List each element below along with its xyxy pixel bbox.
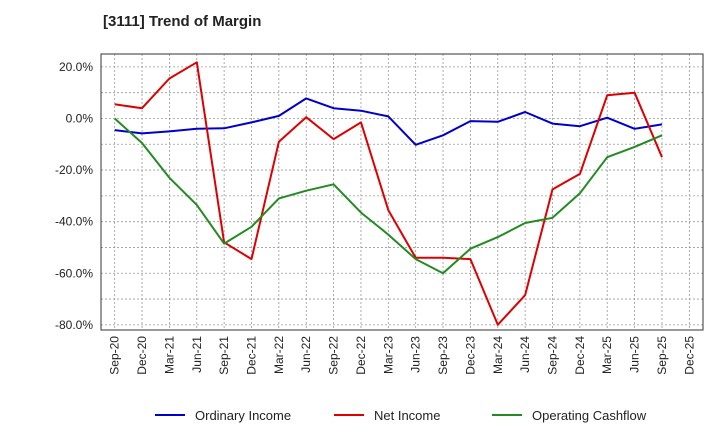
legend-item-ordinary-income: Ordinary Income xyxy=(155,408,291,423)
operating-cashflow-line xyxy=(114,117,663,275)
x-tick-label: Jun-23 xyxy=(409,336,423,373)
y-tick-label: 0.0% xyxy=(66,111,94,125)
y-tick-label: -40.0% xyxy=(55,215,93,229)
x-tick-label: Mar-22 xyxy=(272,336,286,374)
x-tick-label: Jun-21 xyxy=(190,336,204,373)
x-tick-label: Dec-22 xyxy=(354,336,368,375)
y-tick-label: 20.0% xyxy=(59,60,93,74)
x-tick-label: Dec-23 xyxy=(463,336,477,375)
legend-label: Ordinary Income xyxy=(195,408,291,423)
x-tick-label: Mar-25 xyxy=(600,336,614,374)
x-tick-label: Jun-22 xyxy=(299,336,313,373)
legend-item-net-income: Net Income xyxy=(334,408,440,423)
chart-title: [3111] Trend of Margin xyxy=(103,13,262,30)
x-tick-label: Sep-25 xyxy=(655,336,669,375)
x-tick-label: Dec-25 xyxy=(682,336,696,375)
series-lines xyxy=(114,61,663,326)
x-tick-label: Mar-21 xyxy=(162,336,176,374)
x-tick-label: Sep-24 xyxy=(546,336,560,375)
x-tick-label: Dec-20 xyxy=(135,336,149,375)
gridlines xyxy=(101,54,703,330)
x-axis-tick-labels: Sep-20 Dec-20 Mar-21 Jun-21 Sep-21 Dec-21 Mar-… xyxy=(108,336,697,375)
x-tick-label: Jun-24 xyxy=(518,336,532,373)
legend-item-operating-cashflow: Operating Cashflow xyxy=(492,408,647,423)
y-tick-label: -80.0% xyxy=(55,318,93,332)
x-tick-label: Mar-24 xyxy=(491,336,505,374)
legend-label: Operating Cashflow xyxy=(532,408,647,423)
legend-label: Net Income xyxy=(374,408,440,423)
x-tick-label: Sep-21 xyxy=(217,336,231,375)
legend: Ordinary Income Net Income Operating Cashf… xyxy=(155,408,647,423)
x-tick-label: Mar-23 xyxy=(381,336,395,374)
y-tick-label: -60.0% xyxy=(55,266,93,280)
x-tick-label: Jun-25 xyxy=(628,336,642,373)
x-tick-label: Sep-20 xyxy=(108,336,122,375)
x-tick-label: Sep-23 xyxy=(436,336,450,375)
net-income-line xyxy=(114,61,663,326)
x-tick-label: Dec-24 xyxy=(573,336,587,375)
y-axis-tick-labels: 20.0% 0.0% -20.0% -40.0% -60.0% -80.0% xyxy=(55,60,93,332)
x-tick-label: Sep-22 xyxy=(327,336,341,375)
plot-frame xyxy=(100,53,704,331)
y-tick-label: -20.0% xyxy=(55,163,93,177)
x-tick-label: Dec-21 xyxy=(245,336,259,375)
ordinary-income-line xyxy=(114,97,663,146)
